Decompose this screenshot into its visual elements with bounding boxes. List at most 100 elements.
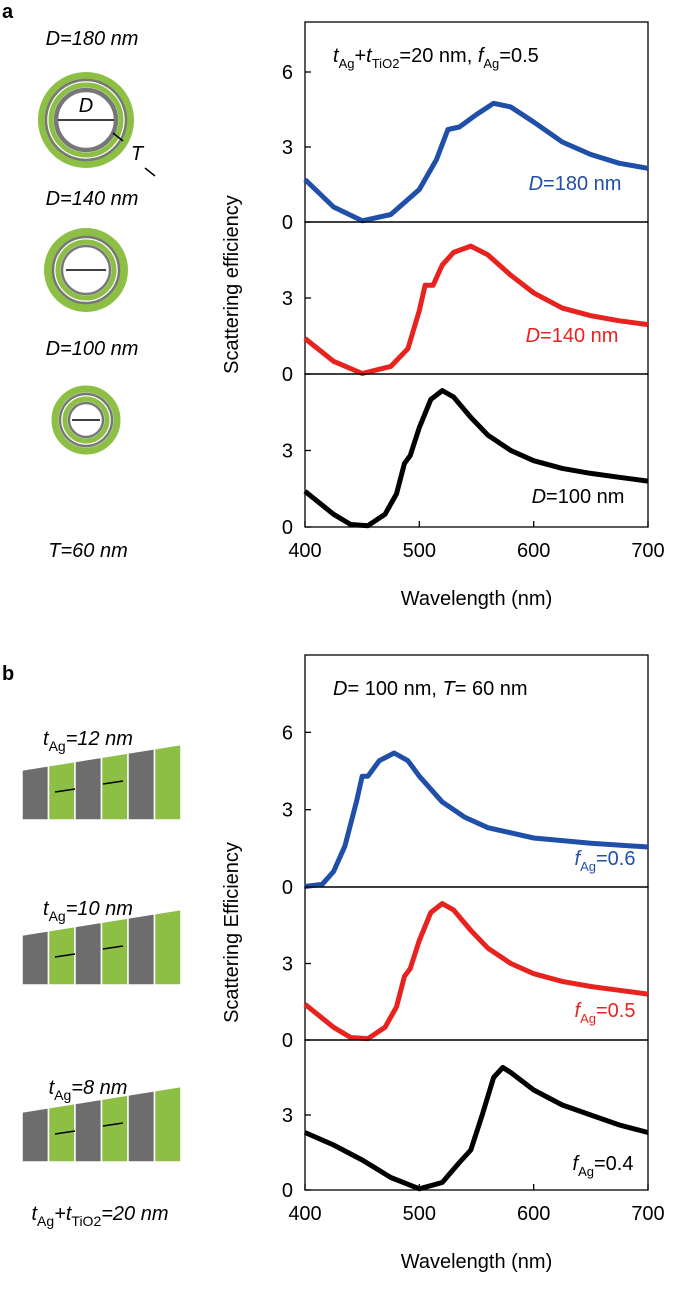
panel-label: a — [2, 1, 14, 23]
y-tick-label: 6 — [282, 62, 293, 84]
schematic-label: T — [131, 143, 145, 165]
text-part: =20 nm — [101, 1203, 168, 1225]
y-tick-label: 3 — [282, 954, 293, 976]
arrow — [54, 788, 76, 793]
x-tick-label: 700 — [631, 1203, 664, 1225]
text-part: Ag — [580, 1011, 596, 1026]
y-tick-label: 3 — [282, 288, 293, 310]
text-part: =140 nm — [540, 325, 618, 347]
text-part: Ag — [483, 56, 499, 71]
x-tick-label: 600 — [517, 1203, 550, 1225]
text-part: = 60 nm — [455, 678, 528, 700]
text-part: t — [43, 898, 50, 920]
text-part: D — [333, 678, 347, 700]
strip — [153, 743, 182, 821]
y-tick-label: 3 — [282, 800, 293, 822]
text-part: 2 — [93, 1213, 101, 1229]
text-part: =0.4 — [594, 1153, 633, 1175]
arrow — [102, 945, 124, 950]
text-part: T=60 nm — [48, 540, 127, 562]
strip — [100, 752, 129, 821]
text-part: t — [43, 728, 50, 750]
text-part: =180 nm — [543, 173, 621, 195]
arrow — [102, 780, 124, 785]
text-part: Ag — [49, 738, 66, 754]
strip — [100, 1094, 129, 1163]
schematic-label: D=180 nm — [46, 28, 139, 50]
text-part: =20 nm, — [399, 45, 477, 67]
series-line — [303, 1065, 649, 1192]
text-part: f — [478, 45, 486, 67]
text-part: =0.6 — [596, 848, 635, 870]
text-part: D — [532, 486, 546, 508]
arrow — [54, 953, 76, 958]
text-part: t — [333, 45, 340, 67]
strip — [127, 912, 156, 986]
text-part: D=180 nm — [46, 28, 139, 50]
text-part: =10 nm — [66, 898, 133, 920]
x-tick-label: 500 — [403, 540, 436, 562]
text-part: + — [54, 1203, 66, 1225]
text-part: TiO — [71, 1213, 93, 1229]
text-part: =0.5 — [499, 45, 538, 67]
annotation: D= 100 nm, T= 60 nm — [333, 678, 528, 700]
series-line — [304, 750, 649, 889]
text-part: f — [575, 848, 583, 870]
text-part: D — [79, 95, 93, 117]
panel-label: b — [2, 663, 14, 685]
annotation: tAg+tTiO2=20 nm, fAg=0.5 — [333, 45, 539, 71]
text-part: T — [443, 678, 457, 700]
series-label: D=180 nm — [529, 173, 622, 195]
x-tick-label: 400 — [288, 540, 321, 562]
text-part: t — [49, 1077, 56, 1099]
text-part: D=100 nm — [46, 338, 139, 360]
y-tick-label: 0 — [282, 1030, 293, 1052]
schematic-label: T=60 nm — [48, 540, 127, 562]
schematic-label: D — [79, 95, 93, 117]
series-line — [303, 388, 649, 529]
strip — [74, 921, 103, 986]
schematic-b — [21, 743, 182, 1163]
x-tick-label: 400 — [288, 1203, 321, 1225]
text-part: D — [526, 325, 540, 347]
schematic-label: tAg=12 nm — [43, 728, 133, 754]
strip — [21, 764, 50, 821]
text-part: + — [354, 45, 366, 67]
schematic-label: tAg+tTiO2=20 nm — [31, 1203, 168, 1229]
text-part: f — [573, 1153, 581, 1175]
text-part: 2 — [392, 56, 399, 71]
y-tick-label: 0 — [282, 364, 293, 386]
y-tick-label: 3 — [282, 441, 293, 463]
strip — [21, 1106, 50, 1163]
text-part: D — [529, 173, 543, 195]
series-line — [303, 901, 649, 1042]
y-axis-label: Scattering Efficiency — [221, 842, 243, 1023]
text-part: t — [366, 45, 373, 67]
text-part: TiO — [372, 56, 392, 71]
text-part: Ag — [49, 908, 66, 924]
schematic-label: tAg=8 nm — [49, 1077, 128, 1103]
schematic-a — [38, 72, 156, 455]
text-part: T — [131, 143, 145, 165]
strip — [153, 1085, 182, 1163]
series-label: fAg=0.5 — [575, 1000, 636, 1026]
x-axis-label: Wavelength (nm) — [401, 588, 553, 610]
strip — [153, 908, 182, 986]
arrow — [102, 1122, 124, 1127]
text-part: D=140 nm — [46, 188, 139, 210]
text-part: Ag — [339, 56, 355, 71]
y-tick-label: 3 — [282, 1105, 293, 1127]
y-tick-label: 0 — [282, 1180, 293, 1202]
y-tick-label: 0 — [282, 517, 293, 539]
text-part: = 100 nm, — [347, 678, 442, 700]
text-part: f — [575, 1000, 583, 1022]
x-axis-label: Wavelength (nm) — [401, 1251, 553, 1273]
x-tick-label: 500 — [403, 1203, 436, 1225]
series-label: fAg=0.6 — [575, 848, 636, 874]
text-part: t — [31, 1203, 38, 1225]
strip — [127, 747, 156, 821]
series-label: D=140 nm — [526, 325, 619, 347]
strip — [127, 1089, 156, 1163]
y-axis-label: Scattering efficiency — [221, 195, 243, 374]
